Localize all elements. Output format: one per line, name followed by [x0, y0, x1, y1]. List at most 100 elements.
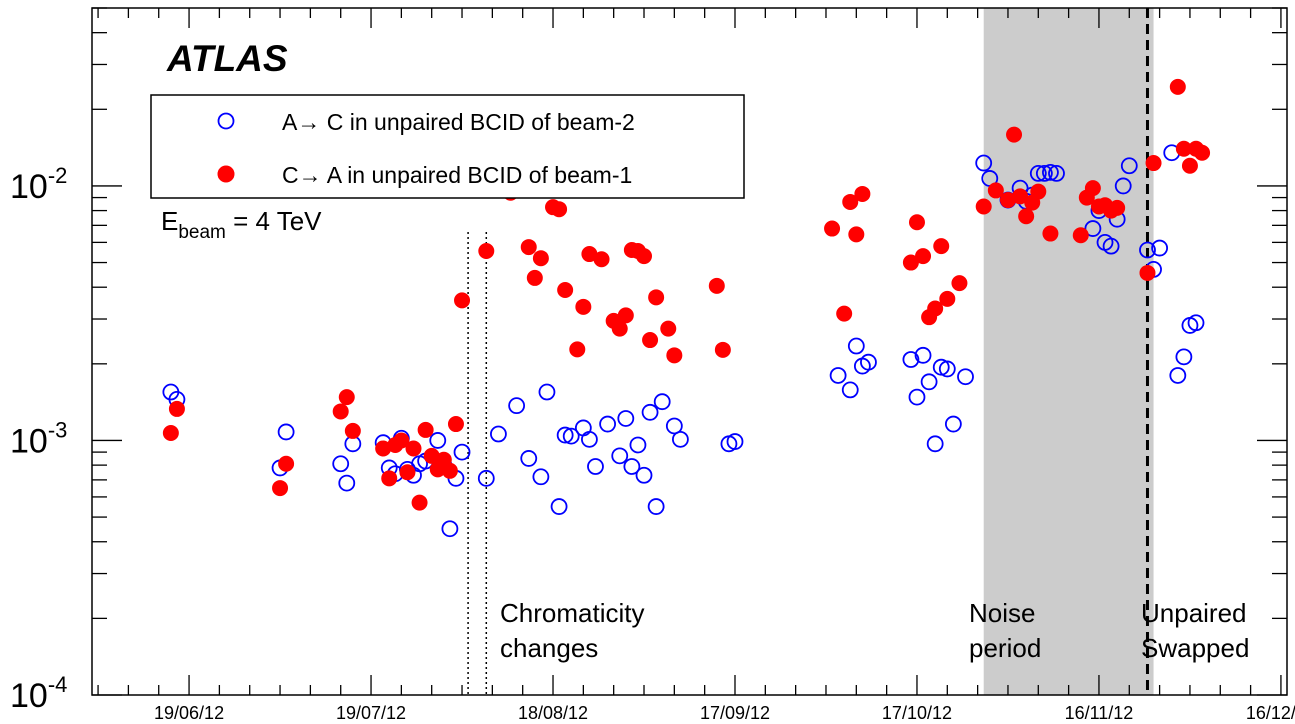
data-point-filled-circle [272, 480, 289, 497]
data-point-open-circle [550, 498, 568, 515]
data-point-open-circle [726, 433, 744, 450]
data-point-filled-circle [332, 403, 349, 420]
data-point-open-circle [665, 417, 683, 435]
data-point-filled-circle [532, 250, 549, 267]
data-point-open-circle [429, 432, 447, 449]
data-point-open-circle [1029, 164, 1047, 182]
data-point-open-circle [672, 430, 689, 448]
data-point-filled-circle [381, 470, 398, 487]
data-point-filled-circle [1145, 155, 1162, 172]
x-tick-label: 17/10/12 [882, 703, 952, 723]
data-point-filled-circle [526, 269, 543, 286]
beam-energy-label: Ebeam = 4 TeV [161, 206, 322, 243]
legend-entry-label: C→ A in unpaired BCID of beam-1 [282, 162, 632, 188]
data-point-open-circle [635, 466, 653, 484]
legend-box [150, 94, 745, 199]
data-point-open-circle [629, 436, 647, 454]
data-point-filled-circle [405, 440, 422, 457]
y-tick-label: 10-4 [10, 672, 67, 715]
legend: A→ C in unpaired BCID of beam-2 C→ A in … [150, 94, 745, 199]
data-point-filled-circle [951, 275, 968, 292]
data-point-open-circle [841, 381, 859, 399]
data-point-open-circle [562, 427, 580, 445]
data-point-filled-circle [714, 341, 731, 358]
x-tick-label: 17/09/12 [700, 703, 770, 723]
x-tick-label: 16/11/12 [1065, 703, 1134, 723]
data-point-filled-circle [848, 226, 865, 243]
data-point-open-circle [574, 419, 592, 437]
data-point-open-circle [1139, 241, 1156, 259]
data-point-open-circle [902, 351, 920, 368]
data-point-open-circle [1042, 164, 1059, 181]
data-point-open-circle [617, 410, 635, 427]
data-point-filled-circle [842, 193, 859, 210]
axis-ticks [92, 7, 1287, 696]
data-point-open-circle [641, 403, 659, 421]
data-point-open-circle [653, 393, 671, 411]
chromaticity-annotation: Chromaticity [500, 598, 644, 628]
noise-annotation: Noise [969, 598, 1035, 628]
data-point-filled-circle [1139, 264, 1156, 281]
data-point-filled-circle [447, 416, 464, 433]
data-point-open-circle [1151, 239, 1169, 257]
data-point-open-circle [520, 450, 538, 467]
data-point-filled-circle [927, 300, 944, 317]
y-tick-labels: 10-4 10-3 10-2 [10, 163, 67, 715]
data-point-open-circle [277, 423, 295, 441]
data-point-filled-circle [987, 182, 1004, 199]
x-tick-label: 18/08/12 [518, 703, 588, 723]
data-point-open-circle [1169, 367, 1187, 384]
data-point-filled-circle [551, 201, 568, 218]
experiment-label: ATLAS [166, 38, 288, 79]
x-tick-label: 19/07/12 [336, 703, 406, 723]
data-point-filled-circle [569, 341, 586, 358]
data-point-open-circle [975, 154, 993, 172]
data-point-filled-circle [168, 400, 185, 417]
data-point-open-circle [1048, 164, 1065, 182]
data-point-open-circle [508, 397, 526, 415]
data-point-filled-circle [1042, 225, 1059, 242]
data-point-open-circle [623, 458, 641, 475]
data-point-open-circle [490, 425, 507, 443]
data-point-open-circle [581, 430, 598, 448]
data-point-filled-circle [660, 320, 677, 337]
y-tick-label: 10-2 [10, 163, 67, 206]
data-point-filled-circle [636, 248, 653, 265]
data-point-filled-circle [411, 494, 428, 511]
legend-open-circle-icon [217, 112, 235, 130]
data-point-filled-circle [1181, 157, 1198, 174]
data-point-filled-circle [1006, 126, 1023, 143]
data-point-filled-circle [933, 238, 950, 255]
data-point-open-circle [441, 520, 459, 538]
data-point-open-circle [611, 447, 629, 465]
data-point-filled-circle [520, 239, 537, 256]
data-point-filled-circle [642, 332, 659, 349]
data-point-filled-circle [1109, 199, 1126, 216]
data-point-filled-circle [1030, 183, 1047, 200]
data-point-filled-circle [708, 277, 725, 294]
unpaired-annotation: Unpaired [1141, 598, 1247, 628]
data-point-filled-circle [575, 298, 592, 315]
data-point-filled-circle [915, 248, 932, 265]
data-point-open-circle [1035, 164, 1053, 182]
y-tick-label: 10-3 [10, 417, 67, 460]
data-point-open-circle [908, 388, 926, 406]
chromaticity-annotation: changes [500, 633, 598, 663]
unpaired-annotation: Swapped [1141, 633, 1249, 663]
data-point-open-circle [1175, 348, 1193, 366]
noise-annotation: period [969, 633, 1041, 663]
data-point-open-circle [1084, 220, 1102, 237]
legend-filled-circle-icon [217, 165, 235, 183]
data-point-open-circle [332, 455, 350, 473]
data-point-filled-circle [611, 320, 628, 337]
data-point-filled-circle [162, 424, 179, 441]
data-point-filled-circle [593, 251, 610, 268]
data-point-open-circle [338, 474, 356, 492]
data-point-open-circle [1187, 314, 1205, 332]
data-point-filled-circle [617, 307, 634, 324]
data-point-filled-circle [1194, 144, 1211, 161]
data-point-filled-circle [1072, 227, 1089, 244]
data-point-open-circle [957, 368, 974, 386]
data-point-filled-circle [417, 421, 434, 438]
